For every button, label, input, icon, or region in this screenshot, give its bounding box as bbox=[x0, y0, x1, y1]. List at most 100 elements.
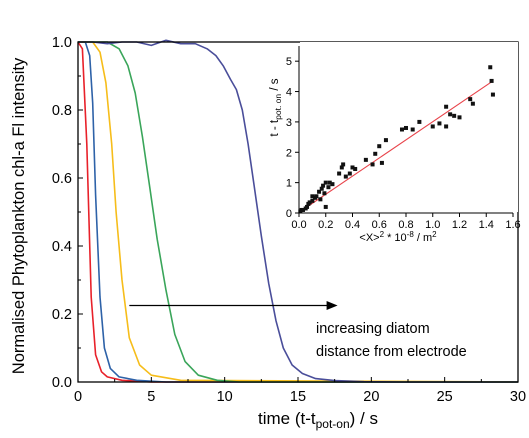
main-x-axis-label: time (t-tpot-on) / s bbox=[258, 409, 378, 431]
x-tick-label: 10 bbox=[217, 389, 233, 405]
x-tick-label: 5 bbox=[147, 389, 155, 405]
scatter-point bbox=[350, 165, 355, 170]
scatter-point bbox=[489, 78, 494, 83]
annotation-line-2: distance from electrode bbox=[316, 344, 467, 360]
y-tick-label: 1.0 bbox=[52, 35, 72, 51]
y-tick-label: 0.8 bbox=[52, 103, 72, 119]
inset-y-tick-label: 2 bbox=[286, 147, 292, 159]
scatter-point bbox=[470, 101, 475, 106]
inset-x-tick-label: 1.6 bbox=[505, 219, 520, 231]
scatter-point bbox=[337, 171, 342, 176]
scatter-point bbox=[341, 162, 346, 167]
scatter-point bbox=[373, 151, 378, 156]
inset-y-axis-label: t - tpot. on / s bbox=[269, 78, 283, 136]
y-tick-label: 0.2 bbox=[52, 307, 72, 323]
scatter-point bbox=[319, 186, 324, 191]
scatter-point bbox=[488, 65, 493, 70]
inset-y-tick-label: 5 bbox=[286, 56, 292, 68]
main-x-axis-label-end: ) / s bbox=[350, 409, 378, 428]
scatter-point bbox=[327, 180, 332, 185]
inset-points-group bbox=[298, 65, 495, 214]
inset-x-label-sup: 2 bbox=[380, 230, 385, 239]
scatter-point bbox=[347, 171, 352, 176]
inset-y-label-pre: t - t bbox=[269, 119, 281, 136]
series-line-3 bbox=[78, 41, 519, 383]
scatter-point bbox=[301, 207, 306, 212]
annotation-line-1: increasing diatom bbox=[316, 321, 430, 337]
scatter-point bbox=[377, 144, 382, 149]
inset-x-axis-label: <X>2 * 10-8 / m2 bbox=[359, 230, 437, 244]
inset-x-label-end: / m bbox=[414, 232, 432, 244]
series-line-2 bbox=[78, 41, 518, 383]
inset-x-label-post: * 10 bbox=[384, 232, 407, 244]
scatter-point bbox=[322, 191, 327, 196]
inset-x-tick-label: 0.8 bbox=[398, 219, 413, 231]
series-line-1 bbox=[77, 41, 518, 383]
scatter-point bbox=[317, 189, 322, 194]
scatter-point bbox=[318, 197, 323, 202]
scatter-point bbox=[353, 166, 358, 171]
scatter-point bbox=[307, 200, 312, 205]
inset-x-tick-label: 1.4 bbox=[479, 219, 494, 231]
main-x-axis-label-sub: pot-on bbox=[316, 417, 350, 431]
inset-x-tick-label: 0.4 bbox=[345, 219, 360, 231]
main-axis-ticks: 0 5 10 15 20 25 300.00.20.40.60.81.0 bbox=[52, 35, 526, 405]
x-tick-label: 15 bbox=[290, 389, 306, 405]
main-x-axis-label-main: time (t-t bbox=[258, 409, 316, 428]
scatter-point bbox=[399, 127, 404, 132]
scatter-point bbox=[330, 182, 335, 187]
inset-x-tick-label: 0.6 bbox=[372, 219, 387, 231]
inset-y-label-sub: pot. on bbox=[273, 94, 283, 120]
inset-x-tick-label: 0.0 bbox=[291, 219, 306, 231]
y-tick-label: 0.6 bbox=[52, 171, 72, 187]
main-y-axis-label: Normalised Phytoplankton chl-a Fl intens… bbox=[10, 57, 28, 374]
scatter-point bbox=[410, 127, 415, 132]
scatter-point bbox=[444, 104, 449, 109]
y-tick-label: 0.0 bbox=[52, 375, 72, 391]
scatter-point bbox=[430, 124, 435, 129]
scatter-point bbox=[437, 121, 442, 126]
y-tick-label: 0.4 bbox=[52, 239, 72, 255]
scatter-point bbox=[468, 97, 473, 102]
inset-x-label-pre: <X> bbox=[359, 232, 379, 244]
scatter-point bbox=[323, 180, 328, 185]
scatter-point bbox=[343, 174, 348, 179]
scatter-point bbox=[314, 194, 319, 199]
inset-y-tick-label: 4 bbox=[286, 87, 292, 99]
scatter-point bbox=[417, 119, 422, 124]
scatter-point bbox=[379, 160, 384, 165]
x-tick-label: 30 bbox=[510, 389, 526, 405]
scatter-point bbox=[310, 194, 315, 199]
inset-x-label-sup2: -8 bbox=[407, 230, 415, 239]
scatter-point bbox=[326, 185, 331, 190]
scatter-point bbox=[370, 162, 375, 167]
inset-x-tick-label: 0.2 bbox=[318, 219, 333, 231]
scatter-point bbox=[452, 113, 457, 118]
inset-y-label-end: / s bbox=[269, 78, 281, 94]
inset-y-tick-label: 0 bbox=[286, 208, 292, 220]
scatter-point bbox=[383, 138, 388, 143]
inset-background bbox=[300, 42, 518, 212]
scatter-point bbox=[305, 204, 310, 209]
inset-axis-ticks: 0.0 0.2 0.4 0.6 0.8 1.0 1.2 1.4 1.6 0 1 2 3 4 5 bbox=[286, 56, 521, 231]
x-tick-label: 0 bbox=[74, 389, 82, 405]
main-chart: 0 5 10 15 20 25 300.00.20.40.60.81.0 increasin… bbox=[10, 35, 526, 431]
inset-y-tick-label: 3 bbox=[286, 117, 292, 129]
scatter-point bbox=[404, 125, 408, 130]
series-line-4 bbox=[78, 41, 518, 383]
scatter-point bbox=[448, 112, 453, 117]
inset-fit-line bbox=[298, 80, 494, 213]
scatter-point bbox=[321, 183, 326, 188]
scatter-point bbox=[490, 92, 495, 97]
scatter-point bbox=[310, 198, 315, 203]
scatter-point bbox=[339, 165, 344, 170]
inset-y-tick-label: 1 bbox=[286, 178, 292, 190]
scatter-point bbox=[444, 124, 449, 129]
x-tick-label: 25 bbox=[437, 389, 453, 405]
scatter-point bbox=[323, 204, 328, 209]
series-line-5 bbox=[78, 39, 518, 383]
main-series-group bbox=[77, 39, 519, 383]
inset-x-tick-label: 1.2 bbox=[452, 219, 467, 231]
